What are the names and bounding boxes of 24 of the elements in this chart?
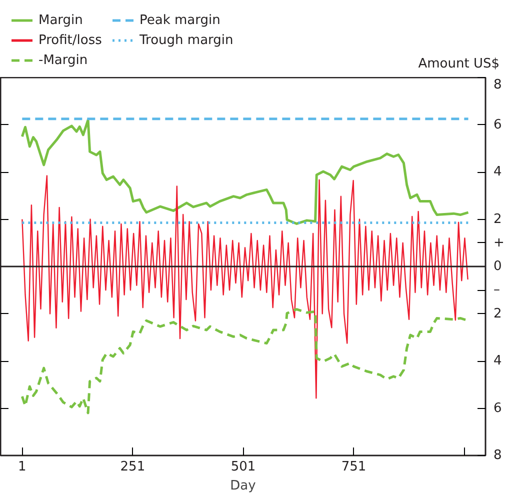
y-tick-label: 6: [494, 400, 502, 416]
y-tick-label: 4: [494, 354, 502, 368]
x-tick-label: 1: [18, 460, 26, 474]
y-tick-label: 8: [494, 448, 502, 463]
y-tick-label: 2: [494, 212, 502, 227]
legend-label: -Margin: [38, 53, 88, 68]
y-axis-title: Amount US$: [418, 56, 500, 72]
legend-label: Peak margin: [140, 13, 220, 28]
x-tick-label: 751: [341, 460, 366, 474]
legend-label: Trough margin: [138, 33, 234, 48]
legend-label: Profit/loss: [38, 33, 102, 48]
x-tick-label: 501: [230, 460, 256, 474]
x-tick-label: 251: [120, 460, 146, 474]
y-tick-label: 2: [494, 306, 502, 322]
y-tick-label: 0: [494, 259, 502, 274]
legend-label: Margin: [38, 13, 83, 28]
y-tick-label: +: [494, 235, 504, 250]
y-tick-label: –: [494, 282, 500, 298]
x-axis-title: Day: [230, 478, 256, 494]
line-series: [22, 175, 468, 399]
y-tick-label: 8: [494, 78, 502, 92]
line-series: [20, 118, 470, 225]
y-tick-label: 6: [494, 117, 502, 132]
y-tick-label: 4: [494, 164, 502, 180]
